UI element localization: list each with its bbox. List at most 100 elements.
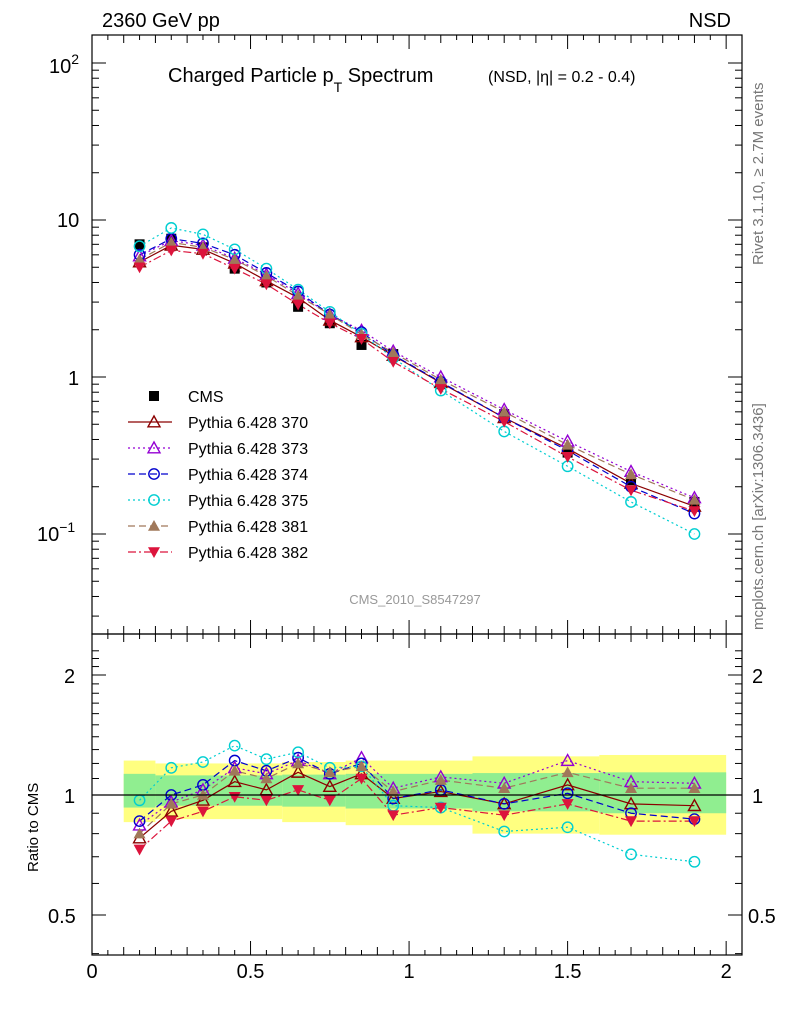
data-point-p381	[387, 346, 400, 358]
legend-label-p375: Pythia 6.428 375	[188, 493, 308, 510]
ratio-point-p370	[164, 803, 179, 817]
ratio-point-p381	[260, 772, 273, 784]
legend-marker-p382	[148, 547, 160, 558]
ratio-y-tick-label-0.5-right: 0.5	[748, 906, 776, 928]
series-line-p374	[139, 238, 695, 515]
main-series-markers	[132, 222, 702, 540]
ratio-point-p375	[498, 825, 511, 838]
ratio-point-p381	[387, 785, 400, 797]
y-tick-label-0.1: 10−1	[37, 519, 75, 546]
data-point-cms	[356, 339, 367, 350]
data-point-p375	[688, 528, 701, 540]
ratio-point-p382	[292, 785, 305, 796]
y-tick-label-1: 1	[68, 368, 79, 390]
ratio-y-tick-labels: 2 1 0.5 2 1 0.5	[48, 666, 776, 928]
data-point-p382	[260, 279, 273, 291]
ratio-line-p382	[139, 777, 695, 850]
ratio-point-p374	[133, 815, 146, 828]
series-line-p382	[139, 249, 695, 512]
ratio-point-p370	[322, 779, 337, 793]
ratio-point-p370	[290, 764, 306, 778]
ratio-point-p375	[625, 848, 637, 861]
axis-ticks	[91, 35, 742, 955]
data-point-p381	[292, 289, 305, 301]
ratio-band-inner-segment	[599, 772, 727, 814]
legend-marker-p374	[148, 468, 160, 480]
legend-marker-cms	[149, 391, 159, 401]
data-point-p382	[498, 416, 511, 428]
ratio-point-p382	[688, 816, 701, 828]
legend-entry-p375: Pythia 6.428 375	[128, 493, 308, 510]
ratio-point-p381	[688, 782, 701, 794]
data-point-p375	[165, 222, 178, 234]
x-tick-label: 1	[404, 961, 415, 983]
main-series-lines	[139, 227, 695, 535]
ratio-point-p382	[323, 795, 336, 807]
data-point-p381	[498, 405, 511, 417]
ratio-y-tick-label-1-right: 1	[752, 786, 763, 808]
data-point-p382	[561, 452, 574, 463]
plot-title-selection: (NSD, |η| = 0.2 - 0.4)	[488, 69, 635, 86]
ratio-point-p381	[133, 827, 146, 839]
ratio-y-tick-label-2-right: 2	[752, 666, 763, 688]
ratio-point-p381	[498, 782, 511, 794]
legend-entry-p370: Pythia 6.428 370	[128, 414, 308, 432]
ratio-point-p381	[625, 782, 638, 794]
data-point-p375	[133, 240, 146, 253]
legend-entry-p374: Pythia 6.428 374	[128, 467, 308, 484]
ratio-point-p370	[687, 798, 702, 812]
ratio-point-p375	[228, 739, 241, 752]
ratio-point-p382	[165, 816, 178, 828]
process-label: NSD	[689, 10, 731, 32]
data-point-p382	[133, 262, 146, 274]
rivet-version-label: Rivet 3.1.10, ≥ 2.7M events	[750, 83, 767, 266]
data-point-p382	[165, 245, 178, 257]
data-point-p381	[625, 468, 638, 480]
ratio-point-p382	[133, 844, 146, 856]
analysis-id-label: CMS_2010_S8547297	[349, 592, 481, 607]
data-point-p381	[260, 269, 273, 281]
main-y-tick-labels: 102 10 1 10−1	[37, 51, 79, 546]
ratio-band-inner-segment	[345, 773, 473, 809]
legend-label-p374: Pythia 6.428 374	[188, 467, 308, 484]
data-point-p375	[625, 496, 637, 508]
x-tick-label: 2	[721, 961, 732, 983]
data-point-p382	[688, 506, 701, 518]
y-tick-label-100: 102	[49, 51, 79, 78]
data-point-p382	[387, 356, 400, 368]
ratio-point-p375	[561, 821, 574, 834]
ratio-point-p382	[355, 773, 368, 785]
ratio-point-p382	[387, 810, 400, 822]
data-point-p375	[197, 228, 209, 241]
legend-label-p381: Pythia 6.428 381	[188, 519, 308, 536]
data-point-p382	[292, 299, 305, 311]
data-point-p382	[434, 384, 447, 395]
legend-label-cms: CMS	[188, 389, 224, 406]
legend: CMS Pythia 6.428 370 Pythia 6.428 373 Pythi…	[128, 389, 308, 562]
data-point-p382	[323, 318, 336, 330]
ratio-y-axis-label: Ratio to CMS	[25, 783, 42, 872]
plot-title: Charged Particle pT Spectrum	[168, 65, 433, 95]
ratio-point-p374	[561, 787, 574, 800]
ratio-point-p375	[197, 756, 209, 768]
ratio-band-inner-segment	[472, 773, 600, 812]
ratio-y-tick-label-2: 2	[64, 666, 75, 688]
legend-label-p382: Pythia 6.428 382	[188, 545, 308, 562]
data-point-p381	[165, 236, 178, 248]
ratio-line-p375	[139, 744, 695, 863]
ratio-line-p370	[139, 771, 695, 839]
ratio-point-p375	[165, 761, 178, 774]
legend-entry-p382: Pythia 6.428 382	[128, 545, 308, 562]
legend-entry-cms: CMS	[149, 389, 224, 406]
legend-marker-p375	[148, 494, 160, 506]
data-point-p381	[561, 438, 574, 450]
legend-marker-p373	[146, 440, 162, 454]
ratio-point-p373	[560, 753, 575, 767]
data-point-cms	[134, 239, 145, 250]
ratio-series-markers	[132, 739, 702, 868]
ratio-point-p374	[498, 797, 511, 810]
ratio-y-tick-label-1: 1	[64, 786, 75, 808]
data-point-p381	[688, 493, 701, 505]
data-point-p382	[625, 485, 638, 497]
